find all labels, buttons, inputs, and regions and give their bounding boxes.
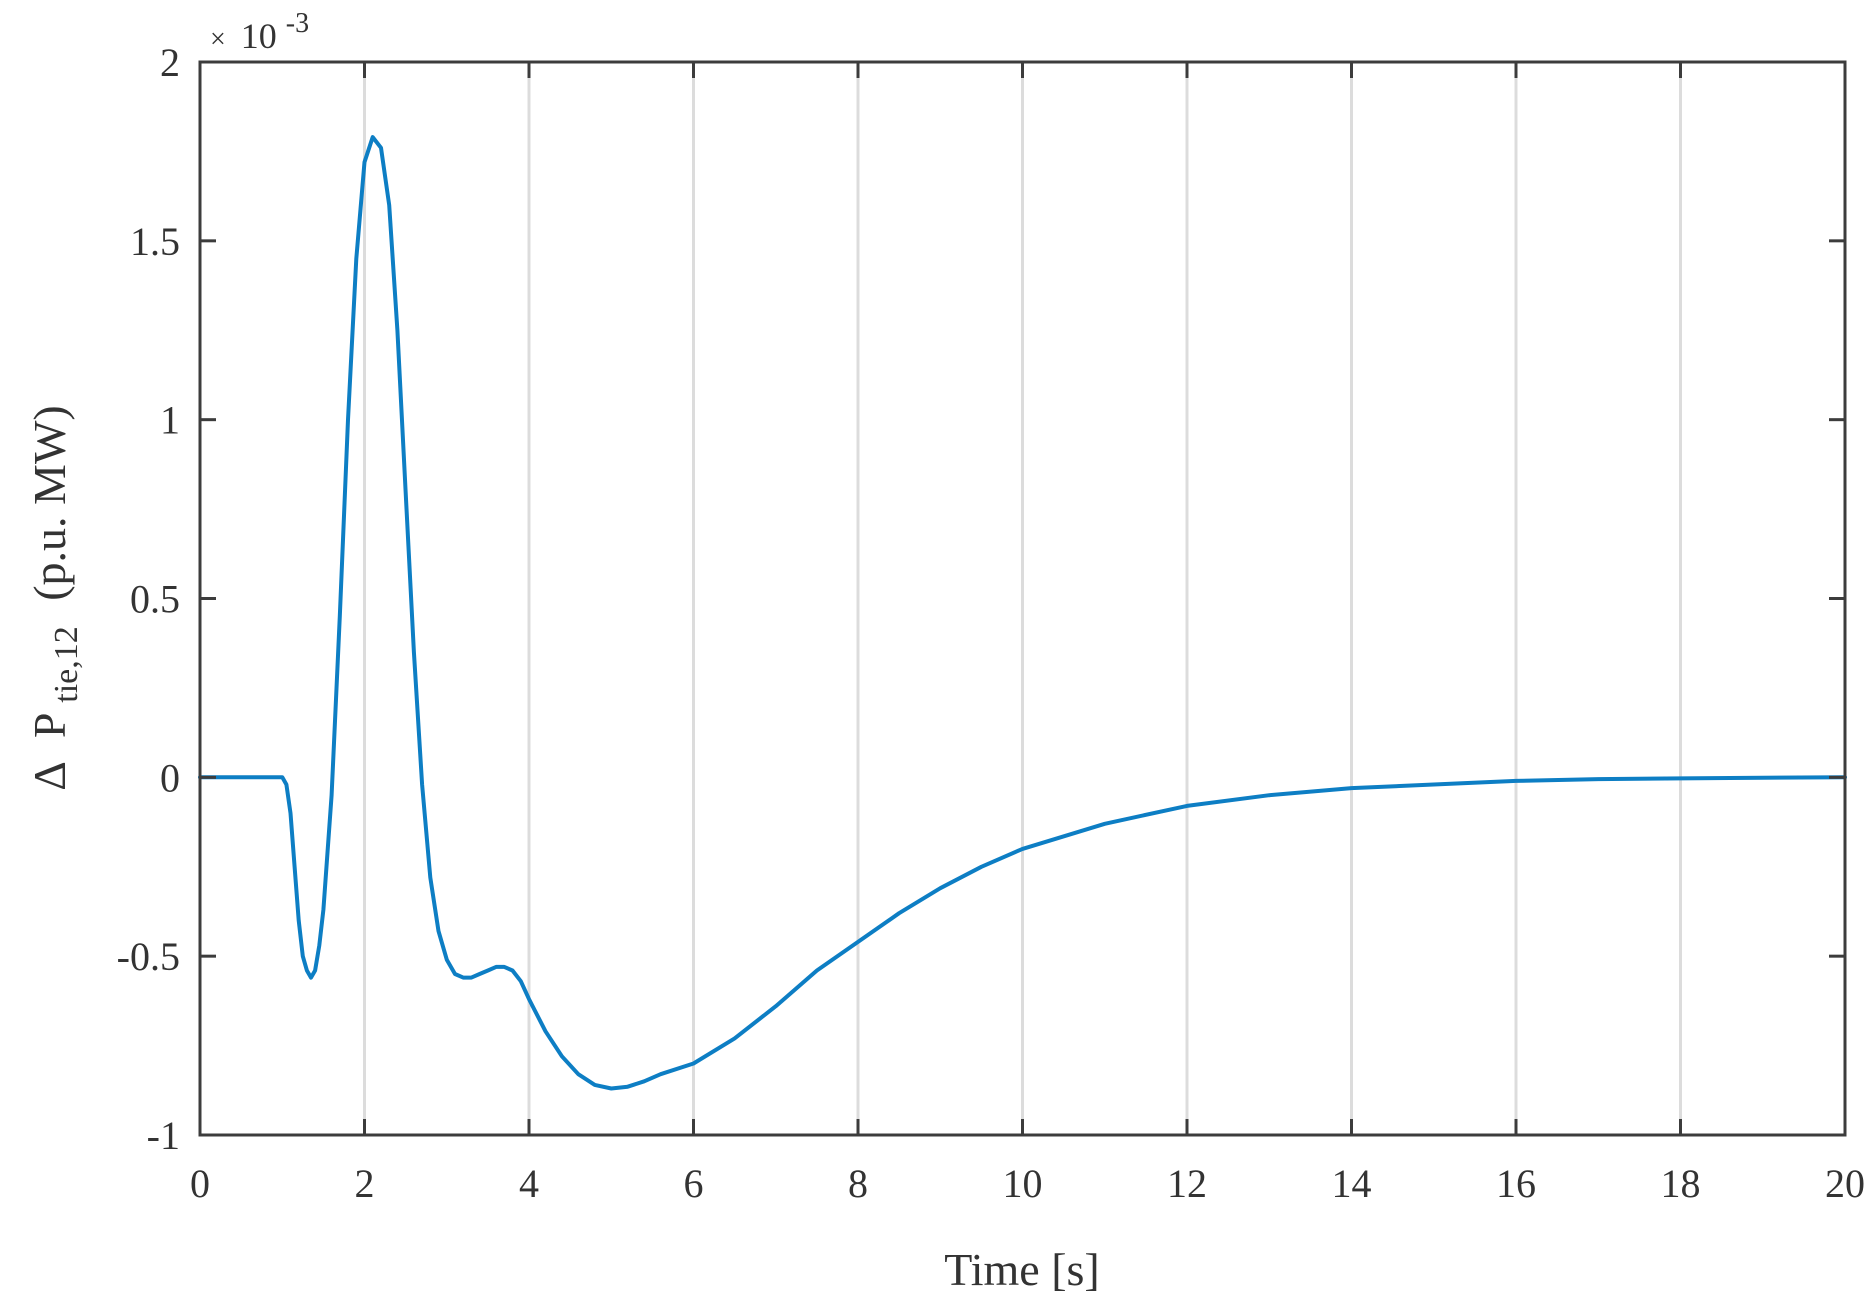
x-tick-label: 6 [684, 1161, 704, 1206]
x-axis-label: Time [s] [944, 1244, 1100, 1295]
y-multiplier: × 10 -3 [210, 8, 309, 56]
series-line [198, 135, 1847, 1091]
y-multiplier-times: × [210, 24, 226, 55]
plot-frame [198, 60, 1847, 1137]
x-tick-label: 12 [1167, 1161, 1207, 1206]
y-label-symbol: P [24, 714, 75, 738]
y-axis-label: Δ P tie,12 (p.u. MW) [24, 405, 87, 790]
x-tick-label: 10 [1003, 1161, 1043, 1206]
y-tick-label: 1 [160, 398, 180, 443]
y-tick-label: 0.5 [130, 577, 180, 622]
y-label-delta: Δ [24, 763, 75, 791]
grid [363, 62, 1682, 1135]
series-layer [198, 135, 1847, 1091]
x-tick-label: 8 [848, 1161, 868, 1206]
y-multiplier-exponent: -3 [286, 8, 309, 39]
x-tick-label: 4 [519, 1161, 539, 1206]
y-tick-label: 2 [160, 40, 180, 85]
x-tick-label: 0 [190, 1161, 210, 1206]
y-multiplier-base: 10 [241, 16, 277, 56]
y-tick-labels: -1 -0.5 0 0.5 1 1.5 2 [117, 40, 180, 1158]
x-tick-label: 2 [355, 1161, 375, 1206]
y-label-subscript: tie,12 [48, 626, 85, 702]
x-tick-label: 14 [1332, 1161, 1372, 1206]
y-tick-label: -1 [147, 1113, 180, 1158]
x-tick-label: 16 [1496, 1161, 1536, 1206]
y-tick-label: -0.5 [117, 934, 180, 979]
y-tick-label: 0 [160, 755, 180, 800]
x-tick-label: 20 [1825, 1161, 1865, 1206]
x-tick-label: 18 [1661, 1161, 1701, 1206]
y-label-unit: (p.u. MW) [24, 405, 75, 600]
y-tick-label: 1.5 [130, 219, 180, 264]
x-tick-labels: 0 2 4 6 8 10 12 14 16 18 20 [190, 1161, 1865, 1206]
